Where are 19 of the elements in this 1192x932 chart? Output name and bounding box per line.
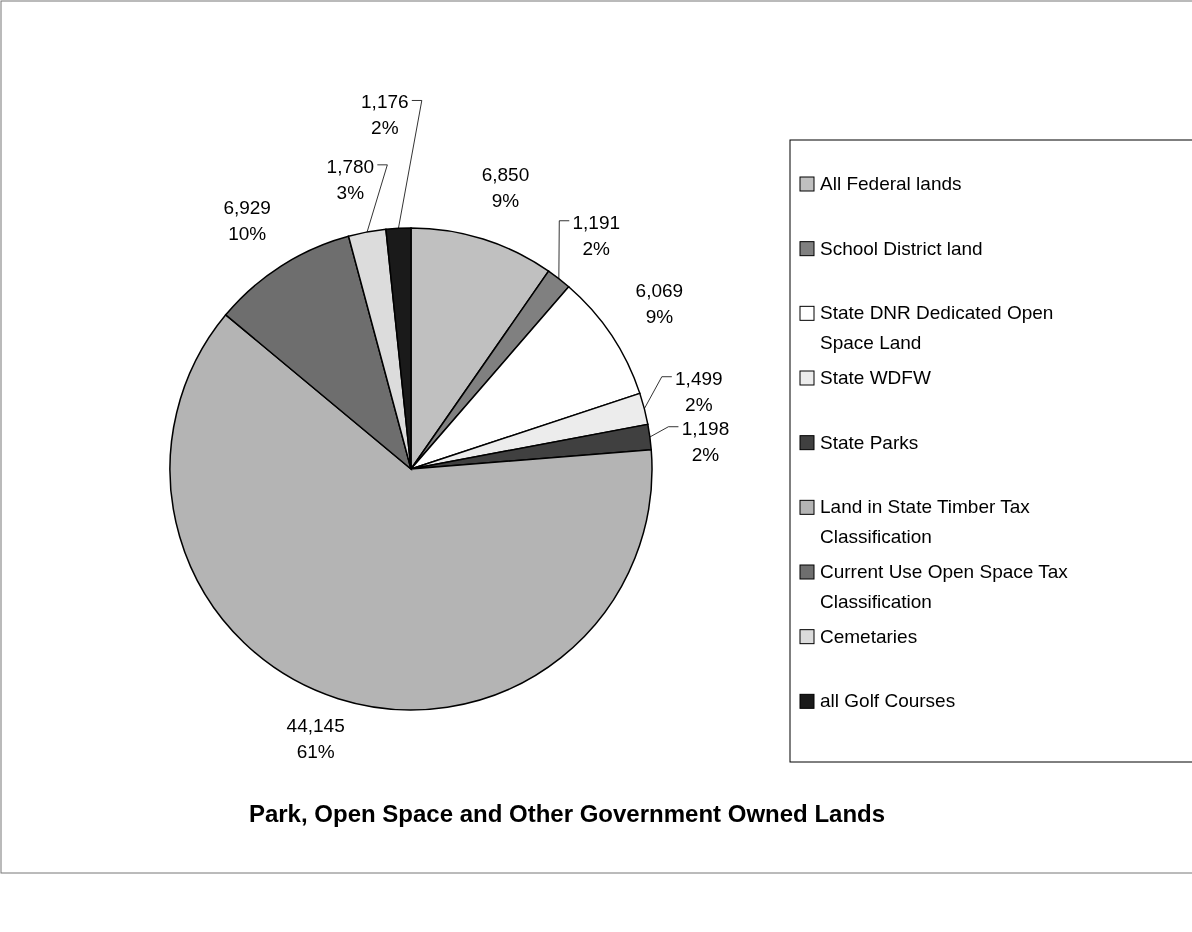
text: Park, Open Space and Other Government Owned Lands: [248, 800, 886, 827]
data-label: 1,198 2%: [681, 417, 730, 465]
data-label: 44,145 61%: [286, 715, 345, 763]
legend-label: State WDFW: [820, 367, 931, 388]
legend-label: all Golf Courses: [820, 690, 956, 712]
legend-label: Land in State Timber Tax Classification: [820, 496, 1031, 548]
data-label: 1,191 2%: [572, 211, 621, 259]
data-label: 1,780 3%: [326, 155, 375, 203]
data-label: 6,850 9%: [481, 164, 530, 212]
data-label: 6,069 9%: [635, 279, 684, 327]
legend-label: State DNR Dedicated Open Space Land: [820, 302, 1054, 354]
legend-label: Current Use Open Space Tax Classification: [820, 561, 1069, 612]
data-label: 1,176 2%: [361, 91, 409, 139]
legend-label: State Parks: [820, 431, 919, 453]
legend-label: Cemetaries: [820, 625, 918, 647]
legend-label: School District land: [820, 237, 983, 259]
data-label: 1,499 2%: [675, 367, 723, 415]
data-label: 6,929 10%: [223, 196, 271, 244]
legend-label: All Federal lands: [820, 173, 962, 194]
